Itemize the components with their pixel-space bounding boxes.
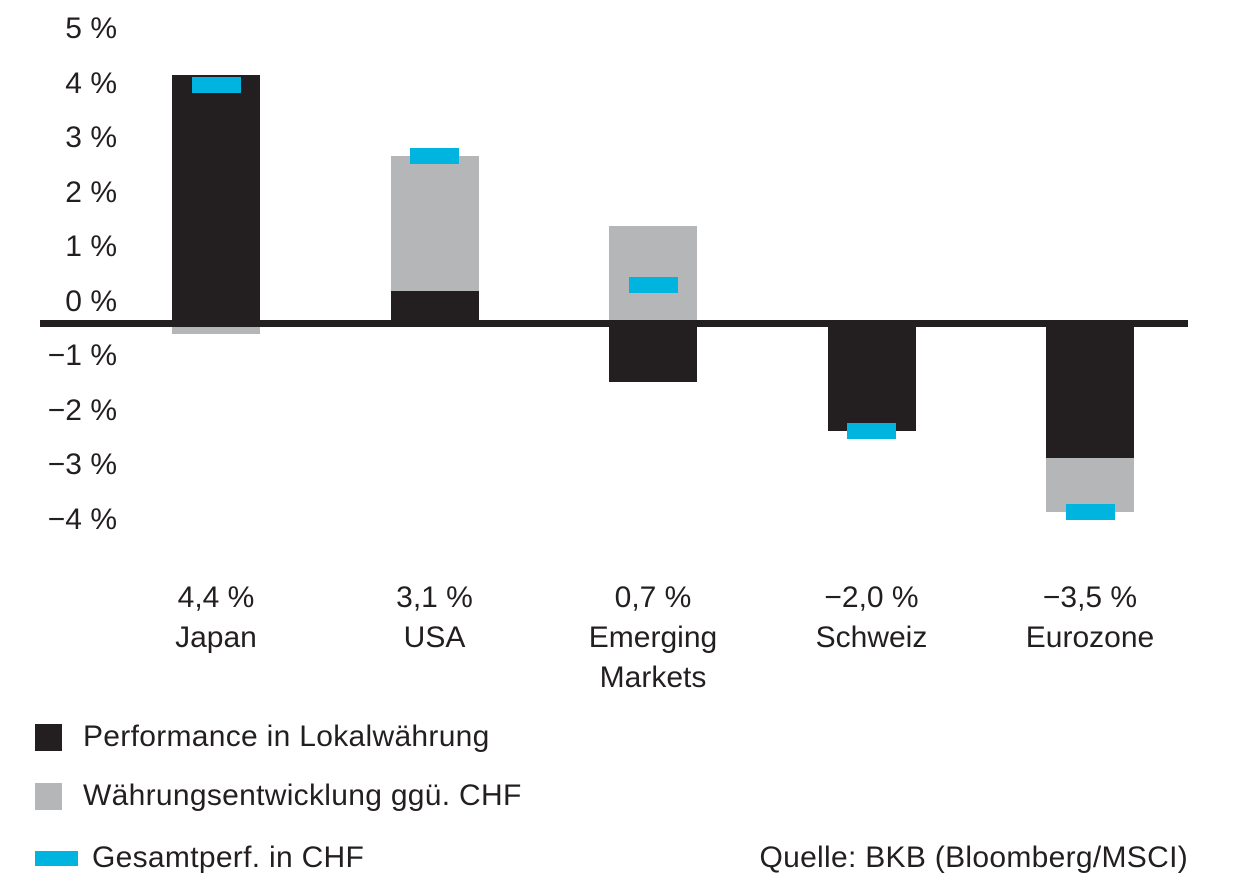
y-tick-label: 4 % — [65, 66, 117, 100]
bar-segment-local — [609, 323, 697, 383]
total-marker — [628, 277, 678, 294]
bar-segment-local — [1046, 323, 1134, 458]
category-label: 0,7 % Emerging Markets — [558, 578, 748, 698]
source-caption: Quelle: BKB (Bloomberg/MSCI) — [759, 841, 1188, 874]
bar-segment-local — [172, 74, 260, 323]
legend-label-currency-effect: Währungsentwicklung ggü. CHF — [83, 779, 522, 812]
legend-item-currency-effect: Währungsentwicklung ggü. CHF — [35, 778, 522, 814]
bar-segment-local — [827, 323, 916, 431]
y-tick-label: −3 % — [47, 448, 117, 481]
y-tick-label: 3 % — [65, 121, 117, 154]
y-tick-label: 2 % — [65, 175, 117, 209]
legend-swatch-total-chf — [35, 850, 78, 866]
category-name-label: USA — [403, 621, 466, 654]
category-label: 4,4 % Japan — [121, 578, 311, 658]
category-name-label: Japan — [175, 621, 257, 654]
legend-item-local-performance: Performance in Lokalwährung — [35, 719, 490, 755]
category-label: −3,5 % Eurozone — [995, 578, 1185, 658]
legend-label-total-chf: Gesamtperf. in CHF — [92, 841, 365, 874]
category-value-label: −3,5 % — [1042, 581, 1138, 614]
bar-segment-currency — [1046, 458, 1134, 512]
total-marker — [1065, 504, 1115, 520]
y-tick-label: 0 % — [65, 284, 117, 318]
bar-segment-currency — [172, 323, 260, 334]
y-tick-label: −4 % — [47, 502, 117, 536]
zero-axis-line — [40, 320, 1188, 327]
legend-swatch-currency-effect — [35, 782, 62, 810]
category-value-label: −2,0 % — [824, 581, 919, 614]
y-tick-label: 5 % — [65, 12, 117, 45]
category-value-label: 4,4 % — [177, 581, 255, 614]
y-tick-label: 1 % — [65, 230, 117, 263]
total-marker — [410, 147, 459, 164]
bar-segment-currency — [390, 155, 479, 291]
category-name-label: Eurozone — [1025, 621, 1155, 654]
bar-segment-local — [390, 290, 479, 323]
legend-swatch-local-performance — [35, 723, 62, 751]
bar-segment-currency — [609, 225, 697, 323]
category-label: 3,1 % USA — [340, 578, 530, 658]
legend-label-local-performance: Performance in Lokalwährung — [83, 720, 490, 753]
y-tick-label: −1 % — [47, 339, 117, 372]
total-marker — [847, 423, 896, 439]
category-value-label: 3,1 % — [396, 581, 473, 614]
category-label: −2,0 % Schweiz — [777, 578, 967, 658]
legend-item-total-chf: Gesamtperf. in CHF — [35, 840, 364, 876]
y-tick-label: −2 % — [47, 393, 117, 427]
category-value-label: 0,7 % — [614, 581, 692, 614]
category-name-label: Schweiz — [815, 621, 928, 654]
total-marker — [191, 77, 241, 94]
category-name-label: Emerging Markets — [588, 621, 718, 694]
